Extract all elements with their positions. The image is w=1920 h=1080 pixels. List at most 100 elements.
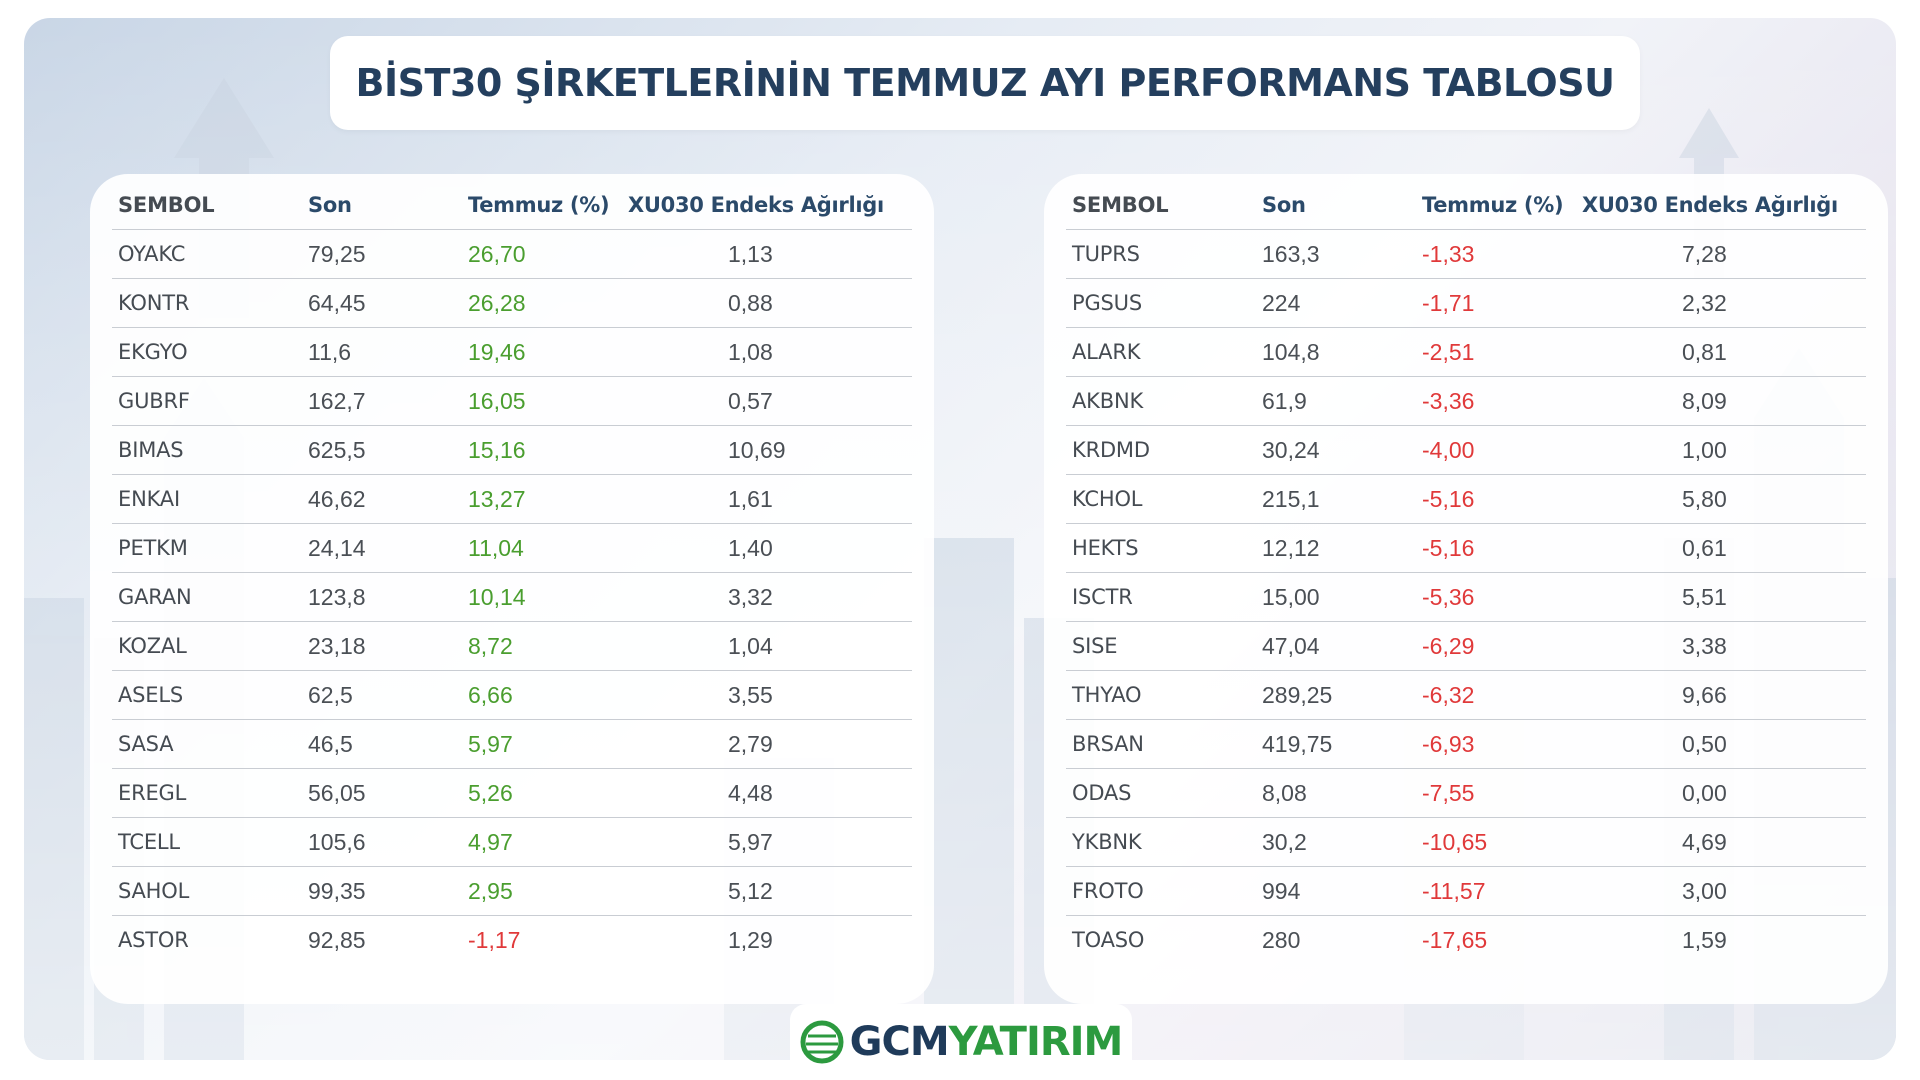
table-row: KONTR 64,45 26,28 0,88 [112, 279, 912, 328]
cell-agirlik: 1,13 [628, 241, 912, 268]
cell-agirlik-value: 1,13 [728, 240, 773, 267]
cell-agirlik-value: 0,00 [1682, 779, 1727, 806]
cell-agirlik-value: 2,32 [1682, 289, 1727, 316]
cell-temmuz: 8,72 [468, 632, 513, 659]
cell-agirlik: 10,69 [628, 437, 912, 464]
cell-son: 56,05 [308, 779, 366, 806]
cell-agirlik: 2,79 [628, 731, 912, 758]
cell-agirlik: 0,61 [1582, 535, 1866, 562]
left-table: SEMBOL Son Temmuz (%) XU030 Endeks Ağırl… [112, 174, 912, 964]
header-agirlik-label: XU030 Endeks Ağırlığı [628, 192, 884, 217]
logo-gcm: GCM [849, 1019, 950, 1065]
cell-sembol: EKGYO [118, 340, 188, 364]
right-table: SEMBOL Son Temmuz (%) XU030 Endeks Ağırl… [1066, 174, 1866, 964]
cell-temmuz: -17,65 [1422, 926, 1488, 953]
cell-agirlik: 0,88 [628, 290, 912, 317]
cell-son: 47,04 [1262, 632, 1320, 659]
table-row: BIMAS 625,5 15,16 10,69 [112, 426, 912, 475]
cell-son: 162,7 [308, 387, 366, 414]
table-row: PGSUS 224 -1,71 2,32 [1066, 279, 1866, 328]
cell-agirlik: 3,00 [1582, 878, 1866, 905]
table-row: EKGYO 11,6 19,46 1,08 [112, 328, 912, 377]
cell-sembol: FROTO [1072, 879, 1144, 903]
cell-son: 99,35 [308, 877, 366, 904]
table-row: KCHOL 215,1 -5,16 5,80 [1066, 475, 1866, 524]
cell-sembol: PGSUS [1072, 291, 1142, 315]
cell-agirlik: 0,50 [1582, 731, 1866, 758]
cell-agirlik: 5,51 [1582, 584, 1866, 611]
cell-agirlik: 3,55 [628, 682, 912, 709]
cell-temmuz: 16,05 [468, 387, 526, 414]
cell-sembol: THYAO [1072, 683, 1142, 707]
left-table-body: OYAKC 79,25 26,70 1,13 KONTR 64,45 26,28 0,88 EK… [112, 230, 912, 964]
table-row: EREGL 56,05 5,26 4,48 [112, 769, 912, 818]
cell-son: 24,14 [308, 534, 366, 561]
cell-temmuz: -11,57 [1422, 877, 1486, 904]
table-row: ALARK 104,8 -2,51 0,81 [1066, 328, 1866, 377]
cell-son: 8,08 [1262, 779, 1307, 806]
cell-son: 46,5 [308, 730, 353, 757]
cell-sembol: BIMAS [118, 438, 184, 462]
header-agirlik: XU030 Endeks Ağırlığı [628, 193, 912, 217]
cell-son: 46,62 [308, 485, 366, 512]
cell-agirlik-value: 1,61 [728, 485, 773, 512]
cell-son: 419,75 [1262, 730, 1333, 757]
cell-temmuz: 26,70 [468, 240, 526, 267]
table-row: BRSAN 419,75 -6,93 0,50 [1066, 720, 1866, 769]
infographic-frame: BİST30 ŞİRKETLERİNİN TEMMUZ AYI PERFORMA… [24, 18, 1896, 1060]
table-row: OYAKC 79,25 26,70 1,13 [112, 230, 912, 279]
table-row: TCELL 105,6 4,97 5,97 [112, 818, 912, 867]
cell-temmuz: -1,71 [1422, 289, 1475, 316]
header-agirlik: XU030 Endeks Ağırlığı [1582, 193, 1866, 217]
header-temmuz: Temmuz (%) [468, 192, 610, 217]
table-row: SISE 47,04 -6,29 3,38 [1066, 622, 1866, 671]
table-row: ASTOR 92,85 -1,17 1,29 [112, 916, 912, 964]
cell-temmuz: 15,16 [468, 436, 526, 463]
cell-son: 12,12 [1262, 534, 1320, 561]
cell-temmuz: 19,46 [468, 338, 526, 365]
table-row: GARAN 123,8 10,14 3,32 [112, 573, 912, 622]
table-row: ISCTR 15,00 -5,36 5,51 [1066, 573, 1866, 622]
company-logo: GCMYATIRIM [790, 1004, 1132, 1080]
cell-temmuz: -2,51 [1422, 338, 1475, 365]
cell-sembol: BRSAN [1072, 732, 1144, 756]
cell-son: 280 [1262, 926, 1301, 953]
table-row: GUBRF 162,7 16,05 0,57 [112, 377, 912, 426]
cell-sembol: AKBNK [1072, 389, 1144, 413]
cell-temmuz: -5,36 [1422, 583, 1475, 610]
cell-son: 289,25 [1262, 681, 1333, 708]
cell-agirlik-value: 0,50 [1682, 730, 1727, 757]
cell-agirlik: 1,59 [1582, 927, 1866, 954]
logo-yatirim: YATIRIM [948, 1019, 1124, 1065]
cell-agirlik-value: 0,81 [1682, 338, 1727, 365]
cell-agirlik: 1,61 [628, 486, 912, 513]
header-agirlik-label: XU030 Endeks Ağırlığı [1582, 192, 1838, 217]
cell-sembol: EREGL [118, 781, 187, 805]
cell-sembol: SAHOL [118, 879, 190, 903]
cell-agirlik-value: 5,80 [1682, 485, 1727, 512]
cell-son: 64,45 [308, 289, 366, 316]
right-table-body: TUPRS 163,3 -1,33 7,28 PGSUS 224 -1,71 2,32 ALAR… [1066, 230, 1866, 964]
cell-son: 104,8 [1262, 338, 1320, 365]
cell-temmuz: 6,66 [468, 681, 513, 708]
table-row: FROTO 994 -11,57 3,00 [1066, 867, 1866, 916]
cell-son: 994 [1262, 877, 1301, 904]
cell-temmuz: -4,00 [1422, 436, 1475, 463]
cell-son: 92,85 [308, 926, 366, 953]
table-header: SEMBOL Son Temmuz (%) XU030 Endeks Ağırl… [112, 174, 912, 230]
cell-son: 163,3 [1262, 240, 1320, 267]
cell-agirlik-value: 9,66 [1682, 681, 1727, 708]
cell-sembol: KOZAL [118, 634, 187, 658]
table-row: TUPRS 163,3 -1,33 7,28 [1066, 230, 1866, 279]
table-row: AKBNK 61,9 -3,36 8,09 [1066, 377, 1866, 426]
header-son: Son [1262, 192, 1306, 217]
table-row: ENKAI 46,62 13,27 1,61 [112, 475, 912, 524]
cell-agirlik-value: 10,69 [728, 436, 786, 463]
cell-sembol: KRDMD [1072, 438, 1150, 462]
cell-agirlik: 4,69 [1582, 829, 1866, 856]
cell-agirlik-value: 1,08 [728, 338, 773, 365]
cell-sembol: ASTOR [118, 928, 189, 952]
cell-temmuz: -6,32 [1422, 681, 1475, 708]
header-son: Son [308, 192, 352, 217]
cell-temmuz: 11,04 [468, 534, 524, 561]
